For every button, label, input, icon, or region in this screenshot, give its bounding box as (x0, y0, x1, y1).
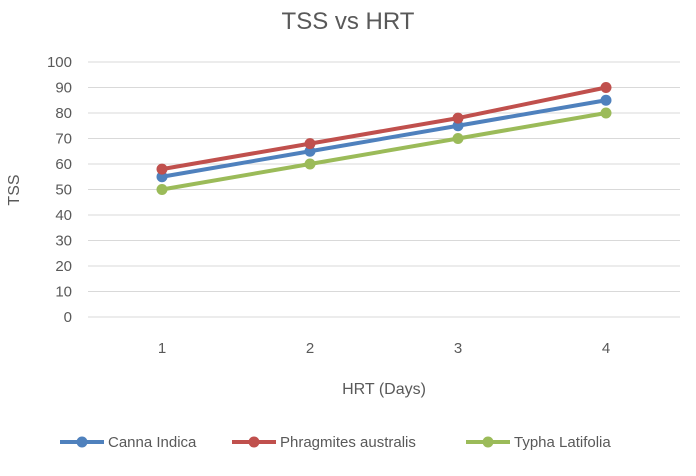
series-line (160, 111, 608, 192)
legend-marker (76, 436, 88, 448)
x-tick-label: 4 (602, 340, 610, 357)
y-tick-label: 100 (47, 54, 72, 71)
data-point (452, 112, 464, 124)
series-lines (156, 82, 612, 195)
y-tick-label: 10 (55, 284, 72, 301)
legend-label: Canna Indica (108, 434, 197, 451)
y-axis-ticks: 0 10 20 30 40 50 60 70 80 90 100 (47, 54, 72, 326)
data-point (600, 82, 612, 93)
y-tick-label: 0 (64, 309, 72, 326)
x-tick-label: 1 (158, 340, 166, 357)
y-tick-label: 70 (55, 131, 72, 148)
chart-title: TSS vs HRT (282, 8, 415, 35)
data-point (600, 107, 612, 119)
data-point (304, 145, 316, 157)
y-tick-label: 20 (55, 258, 72, 275)
legend: Canna Indica Phragmites australis Typha La… (60, 434, 611, 451)
data-point (156, 163, 168, 175)
series-line (160, 98, 608, 179)
data-point (452, 120, 464, 132)
y-tick-label: 30 (55, 233, 72, 250)
legend-label: Typha Latifolia (514, 434, 611, 451)
y-axis-label: TSS (6, 174, 23, 205)
x-axis-ticks: 1 2 3 4 (158, 340, 610, 357)
data-point (600, 94, 612, 106)
x-tick-label: 3 (454, 340, 462, 357)
data-point (156, 171, 168, 183)
data-point (304, 138, 316, 150)
x-axis-label: HRT (Days) (342, 381, 426, 398)
data-point (304, 158, 316, 170)
legend-label: Phragmites australis (280, 434, 416, 451)
legend-marker (248, 436, 260, 448)
y-tick-label: 60 (55, 156, 72, 173)
legend-marker (482, 436, 494, 448)
x-tick-label: 2 (306, 340, 314, 357)
y-tick-label: 40 (55, 207, 72, 224)
y-tick-label: 80 (55, 105, 72, 122)
data-point (452, 133, 464, 144)
data-point (156, 184, 168, 195)
y-tick-label: 50 (55, 182, 72, 199)
series-line (160, 85, 608, 172)
gridlines (88, 61, 680, 318)
y-tick-label: 90 (55, 80, 72, 97)
